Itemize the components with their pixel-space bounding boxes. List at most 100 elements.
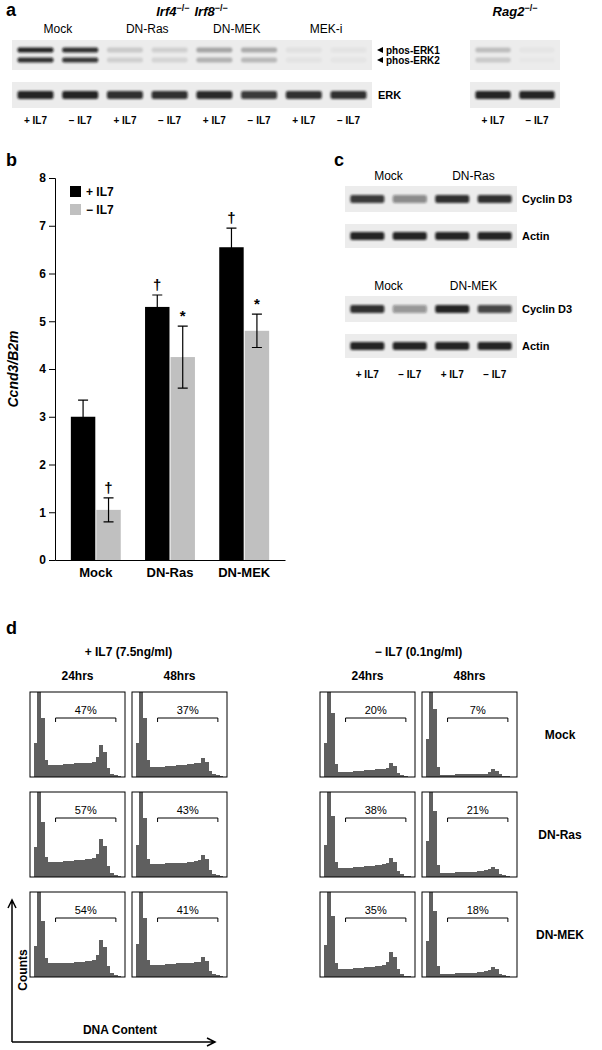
band [62, 91, 98, 99]
histogram-bar [397, 773, 401, 777]
histogram-bar [444, 873, 448, 877]
histogram-bar [99, 745, 103, 777]
histogram-bar [338, 868, 342, 877]
error-bar [226, 228, 236, 266]
lane-group-label: Mock [374, 169, 404, 183]
lane-group-label: DN-Ras [452, 169, 495, 183]
plot-marks [324, 792, 412, 877]
significance-mark: † [227, 209, 235, 226]
x-tick: DN-Ras [147, 565, 194, 580]
band [17, 58, 53, 63]
histogram-bar [429, 792, 433, 877]
histogram-cell: 43% [132, 775, 227, 877]
significance-mark: † [104, 479, 112, 496]
histogram-bar [190, 963, 194, 977]
y-tick: 8 [39, 171, 55, 185]
histogram-cell: 54% [30, 877, 125, 977]
histogram-bar [499, 974, 503, 977]
panel: b012345678MockDN-RasDN-MEKCcnd3/B2m†††**… [5, 150, 286, 580]
lane-label: + IL7 [203, 115, 227, 126]
histogram-bar [433, 709, 437, 777]
band [241, 58, 277, 63]
histogram-bar [198, 763, 202, 777]
histogram-bar [209, 870, 213, 877]
error-bar [104, 498, 114, 522]
arrow [12, 1038, 215, 1046]
gate-bracket [346, 718, 406, 722]
band [478, 232, 512, 240]
histogram-bar [389, 763, 393, 777]
histogram-bar [491, 967, 495, 977]
histogram-bar [78, 763, 82, 777]
row-label: Cyclin D3 [522, 193, 572, 205]
histogram-bar [437, 966, 441, 977]
tick-mark [49, 226, 55, 227]
histogram-bar [462, 973, 466, 977]
axis-title: DNA Content [83, 1023, 157, 1037]
plot-marks [34, 792, 122, 877]
histogram-bar [139, 792, 143, 877]
histogram-bar [147, 859, 151, 877]
histogram-bar [92, 960, 96, 977]
row-label: DN-Ras [538, 828, 582, 842]
significance-mark: * [254, 295, 260, 312]
lane-group-label: Mock [44, 22, 74, 36]
histogram-bar [382, 864, 386, 877]
histogram-bar [190, 862, 194, 877]
lane-label: + IL7 [356, 369, 380, 380]
band [519, 91, 554, 99]
error-bar [252, 314, 262, 347]
histogram-bar [440, 873, 444, 877]
plot-marks [71, 228, 269, 560]
histogram-bar [368, 866, 372, 877]
histogram-bar [81, 860, 85, 877]
tick-label: 8 [39, 171, 46, 185]
panel-label: a [6, 0, 17, 20]
plot-frame [320, 892, 415, 977]
tick-mark [49, 321, 55, 322]
histogram-bar [139, 892, 143, 977]
histogram-bar [444, 974, 448, 977]
histogram-bar [491, 867, 495, 877]
histogram-bar [371, 967, 375, 977]
histogram-bar [426, 941, 430, 977]
plot-marks [136, 792, 224, 877]
lane-label: − IL7 [248, 115, 272, 126]
histogram-bar [360, 771, 364, 777]
histogram-cell: 7% [422, 658, 517, 777]
histogram-bar [88, 859, 92, 877]
condition-label: − IL7 (0.1ng/ml) [375, 645, 463, 659]
histogram-bar [480, 774, 484, 777]
gate-label: 41% [177, 904, 199, 916]
histogram-bar [99, 940, 103, 977]
axis-title: Ccnd3/B2m [5, 330, 21, 407]
gate-bracket [158, 818, 218, 822]
histogram-cell: 47% [30, 675, 125, 777]
time-label: 24hrs [61, 669, 93, 683]
histogram-bar [451, 974, 455, 977]
histogram-bar [209, 771, 213, 777]
histogram-bar [389, 952, 393, 978]
histogram-bar [433, 811, 437, 877]
y-tick: 4 [39, 362, 55, 376]
histogram-cell: 38% [320, 771, 415, 877]
gate-label: 35% [365, 904, 387, 916]
histogram-bar [139, 692, 143, 777]
histogram-bar [67, 861, 71, 877]
histogram-bar [353, 771, 357, 777]
histogram-bar [324, 945, 328, 977]
histogram-bar [353, 867, 357, 877]
histogram-bar [386, 863, 390, 877]
blot: Rag2−/−+ IL7− IL7 [470, 3, 560, 126]
histogram-bar [364, 770, 368, 777]
histogram-bar [466, 973, 470, 977]
histogram-bar [480, 871, 484, 877]
histogram-cell: 35% [320, 871, 415, 977]
axis-title: Counts [16, 949, 30, 991]
y-tick: 0 [39, 553, 55, 567]
histogram-bar [397, 969, 401, 977]
bar [71, 417, 95, 560]
tick-mark [49, 274, 55, 275]
plot-frame [30, 692, 125, 777]
gate-bracket [448, 818, 508, 822]
